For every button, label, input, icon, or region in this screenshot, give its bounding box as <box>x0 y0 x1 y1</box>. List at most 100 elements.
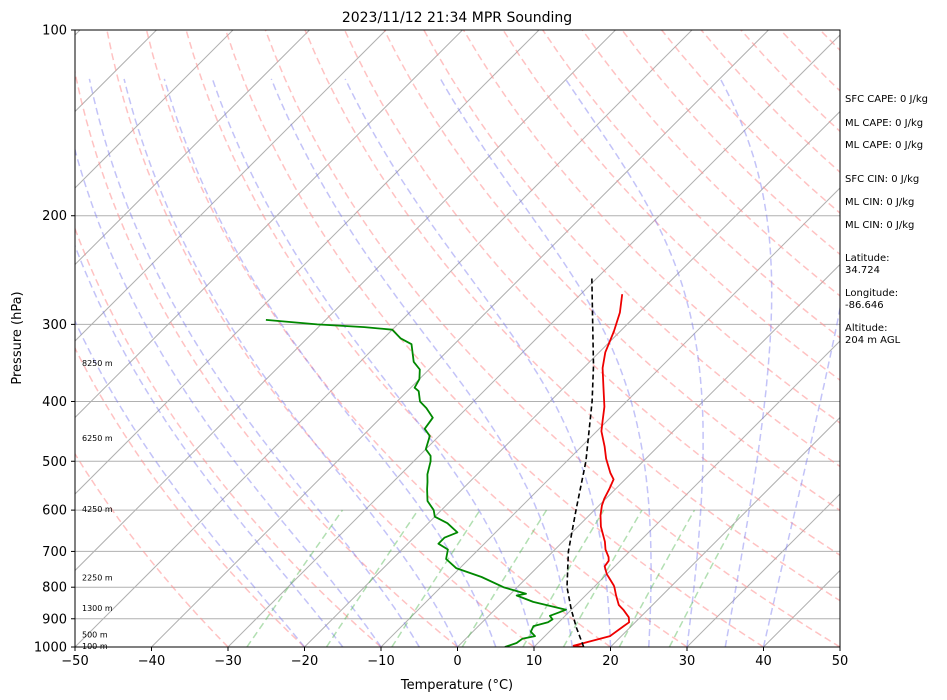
stats-annotation: -86.646 <box>845 300 884 311</box>
mixing-ratio-line <box>522 509 605 647</box>
isotherm-line <box>380 187 840 647</box>
dry-adiabat-line <box>75 452 229 647</box>
isotherm-line <box>75 30 693 647</box>
temperature-profile-line <box>572 294 630 647</box>
mixing-ratio-line <box>246 509 344 647</box>
dewpoint-profile-line <box>265 319 567 647</box>
moist-adiabat-line <box>163 78 497 647</box>
dry-adiabat-line <box>423 30 840 468</box>
isotherm-line <box>227 34 840 647</box>
isotherm-line <box>0 30 4 647</box>
x-axis-label: Temperature (°C) <box>400 678 513 693</box>
x-tick-label: 0 <box>453 654 461 669</box>
dry-adiabat-line <box>106 30 535 647</box>
stats-annotation: SFC CAPE: 0 J/kg <box>845 94 928 105</box>
dry-adiabat-line <box>185 30 688 647</box>
y-tick-label: 600 <box>42 504 67 519</box>
moist-adiabat-line <box>123 78 459 647</box>
isotherm-line <box>75 30 310 266</box>
mixing-ratio-line <box>391 509 481 647</box>
dry-adiabat-line <box>502 30 840 382</box>
isotherm-line <box>75 30 540 495</box>
isotherm-line <box>75 30 616 572</box>
height-label: 2250 m <box>82 573 113 582</box>
dry-adiabat-line <box>145 30 611 647</box>
plot-frame <box>74 29 841 648</box>
x-tick-label: 10 <box>526 654 543 669</box>
parcel-profile-line <box>566 275 595 647</box>
dry-adiabat-line <box>75 226 382 647</box>
y-tick-label: 100 <box>42 24 67 39</box>
y-tick-label: 900 <box>42 612 67 627</box>
y-tick-label: 200 <box>42 209 67 224</box>
dry-adiabat-line <box>462 30 840 424</box>
moist-adiabat-line <box>88 78 420 647</box>
dry-adiabat-line <box>224 30 764 647</box>
isotherm-line <box>457 263 840 647</box>
mixing-ratio-line <box>618 509 696 647</box>
x-tick-label: −50 <box>61 654 88 669</box>
x-tick-label: −20 <box>291 654 318 669</box>
dry-adiabat-line <box>75 68 458 647</box>
moist-adiabat-line <box>439 78 652 647</box>
stats-annotation: Longitude: <box>845 288 898 299</box>
dry-adiabat-line <box>581 30 840 297</box>
moist-adiabat-line <box>75 243 344 647</box>
height-label: 100 m <box>82 642 108 651</box>
dry-adiabat-line <box>383 30 840 512</box>
height-label: 8250 m <box>82 359 113 368</box>
x-tick-label: −10 <box>367 654 394 669</box>
moist-adiabat-line <box>75 319 306 647</box>
isotherm-line <box>75 30 463 419</box>
height-label: 6250 m <box>82 434 113 443</box>
stats-annotation: 34.724 <box>845 265 880 276</box>
moist-adiabat-line <box>762 304 840 647</box>
stats-annotation: ML CAPE: 0 J/kg <box>845 140 923 151</box>
dry-adiabat-line <box>75 346 306 647</box>
y-tick-label: 800 <box>42 581 67 596</box>
dry-adiabat-line <box>542 30 840 339</box>
moist-adiabat-line <box>564 78 704 647</box>
isotherm-line <box>686 493 840 647</box>
height-label: 500 m <box>82 631 108 640</box>
height-label: 4250 m <box>82 505 113 514</box>
moist-adiabat-line <box>211 78 535 647</box>
y-axis-label: Pressure (hPa) <box>10 291 25 384</box>
chart-title: 2023/11/12 21:34 MPR Sounding <box>342 10 572 26</box>
isotherm-line <box>610 416 840 647</box>
x-tick-label: −30 <box>214 654 241 669</box>
isotherm-line <box>533 340 840 647</box>
y-tick-label: 700 <box>42 545 67 560</box>
isotherm-line <box>75 30 387 342</box>
mixing-ratio-line <box>562 509 643 647</box>
moist-adiabat-line <box>75 147 382 647</box>
y-tick-label: 500 <box>42 455 67 470</box>
stats-annotation: 204 m AGL <box>845 335 901 346</box>
isotherm-line <box>304 110 840 647</box>
dry-adiabat-line <box>304 30 840 602</box>
mixing-ratio-line <box>668 509 743 647</box>
x-tick-label: −40 <box>138 654 165 669</box>
x-tick-label: 20 <box>602 654 619 669</box>
isotherm-line <box>75 30 234 189</box>
stats-annotation: Latitude: <box>845 253 890 264</box>
stats-annotation: SFC CIN: 0 J/kg <box>845 174 919 185</box>
stats-annotation: ML CIN: 0 J/kg <box>845 220 914 231</box>
stats-annotation: ML CAPE: 0 J/kg <box>845 118 923 129</box>
mixing-ratio-line <box>325 509 419 647</box>
x-tick-label: 30 <box>679 654 696 669</box>
stats-annotation: ML CIN: 0 J/kg <box>845 197 914 208</box>
mixing-ratio-line <box>461 509 548 647</box>
moist-adiabat-line <box>344 78 612 647</box>
x-tick-label: 50 <box>832 654 849 669</box>
y-tick-label: 1000 <box>34 641 67 656</box>
stats-annotation: Altitude: <box>845 323 887 334</box>
height-label: 1300 m <box>82 604 113 613</box>
y-tick-label: 300 <box>42 318 67 333</box>
y-tick-label: 400 <box>42 395 67 410</box>
dry-adiabat-line <box>343 30 840 557</box>
dry-adiabat-line <box>264 30 840 647</box>
moist-adiabat-line <box>719 78 773 647</box>
x-tick-label: 40 <box>755 654 772 669</box>
